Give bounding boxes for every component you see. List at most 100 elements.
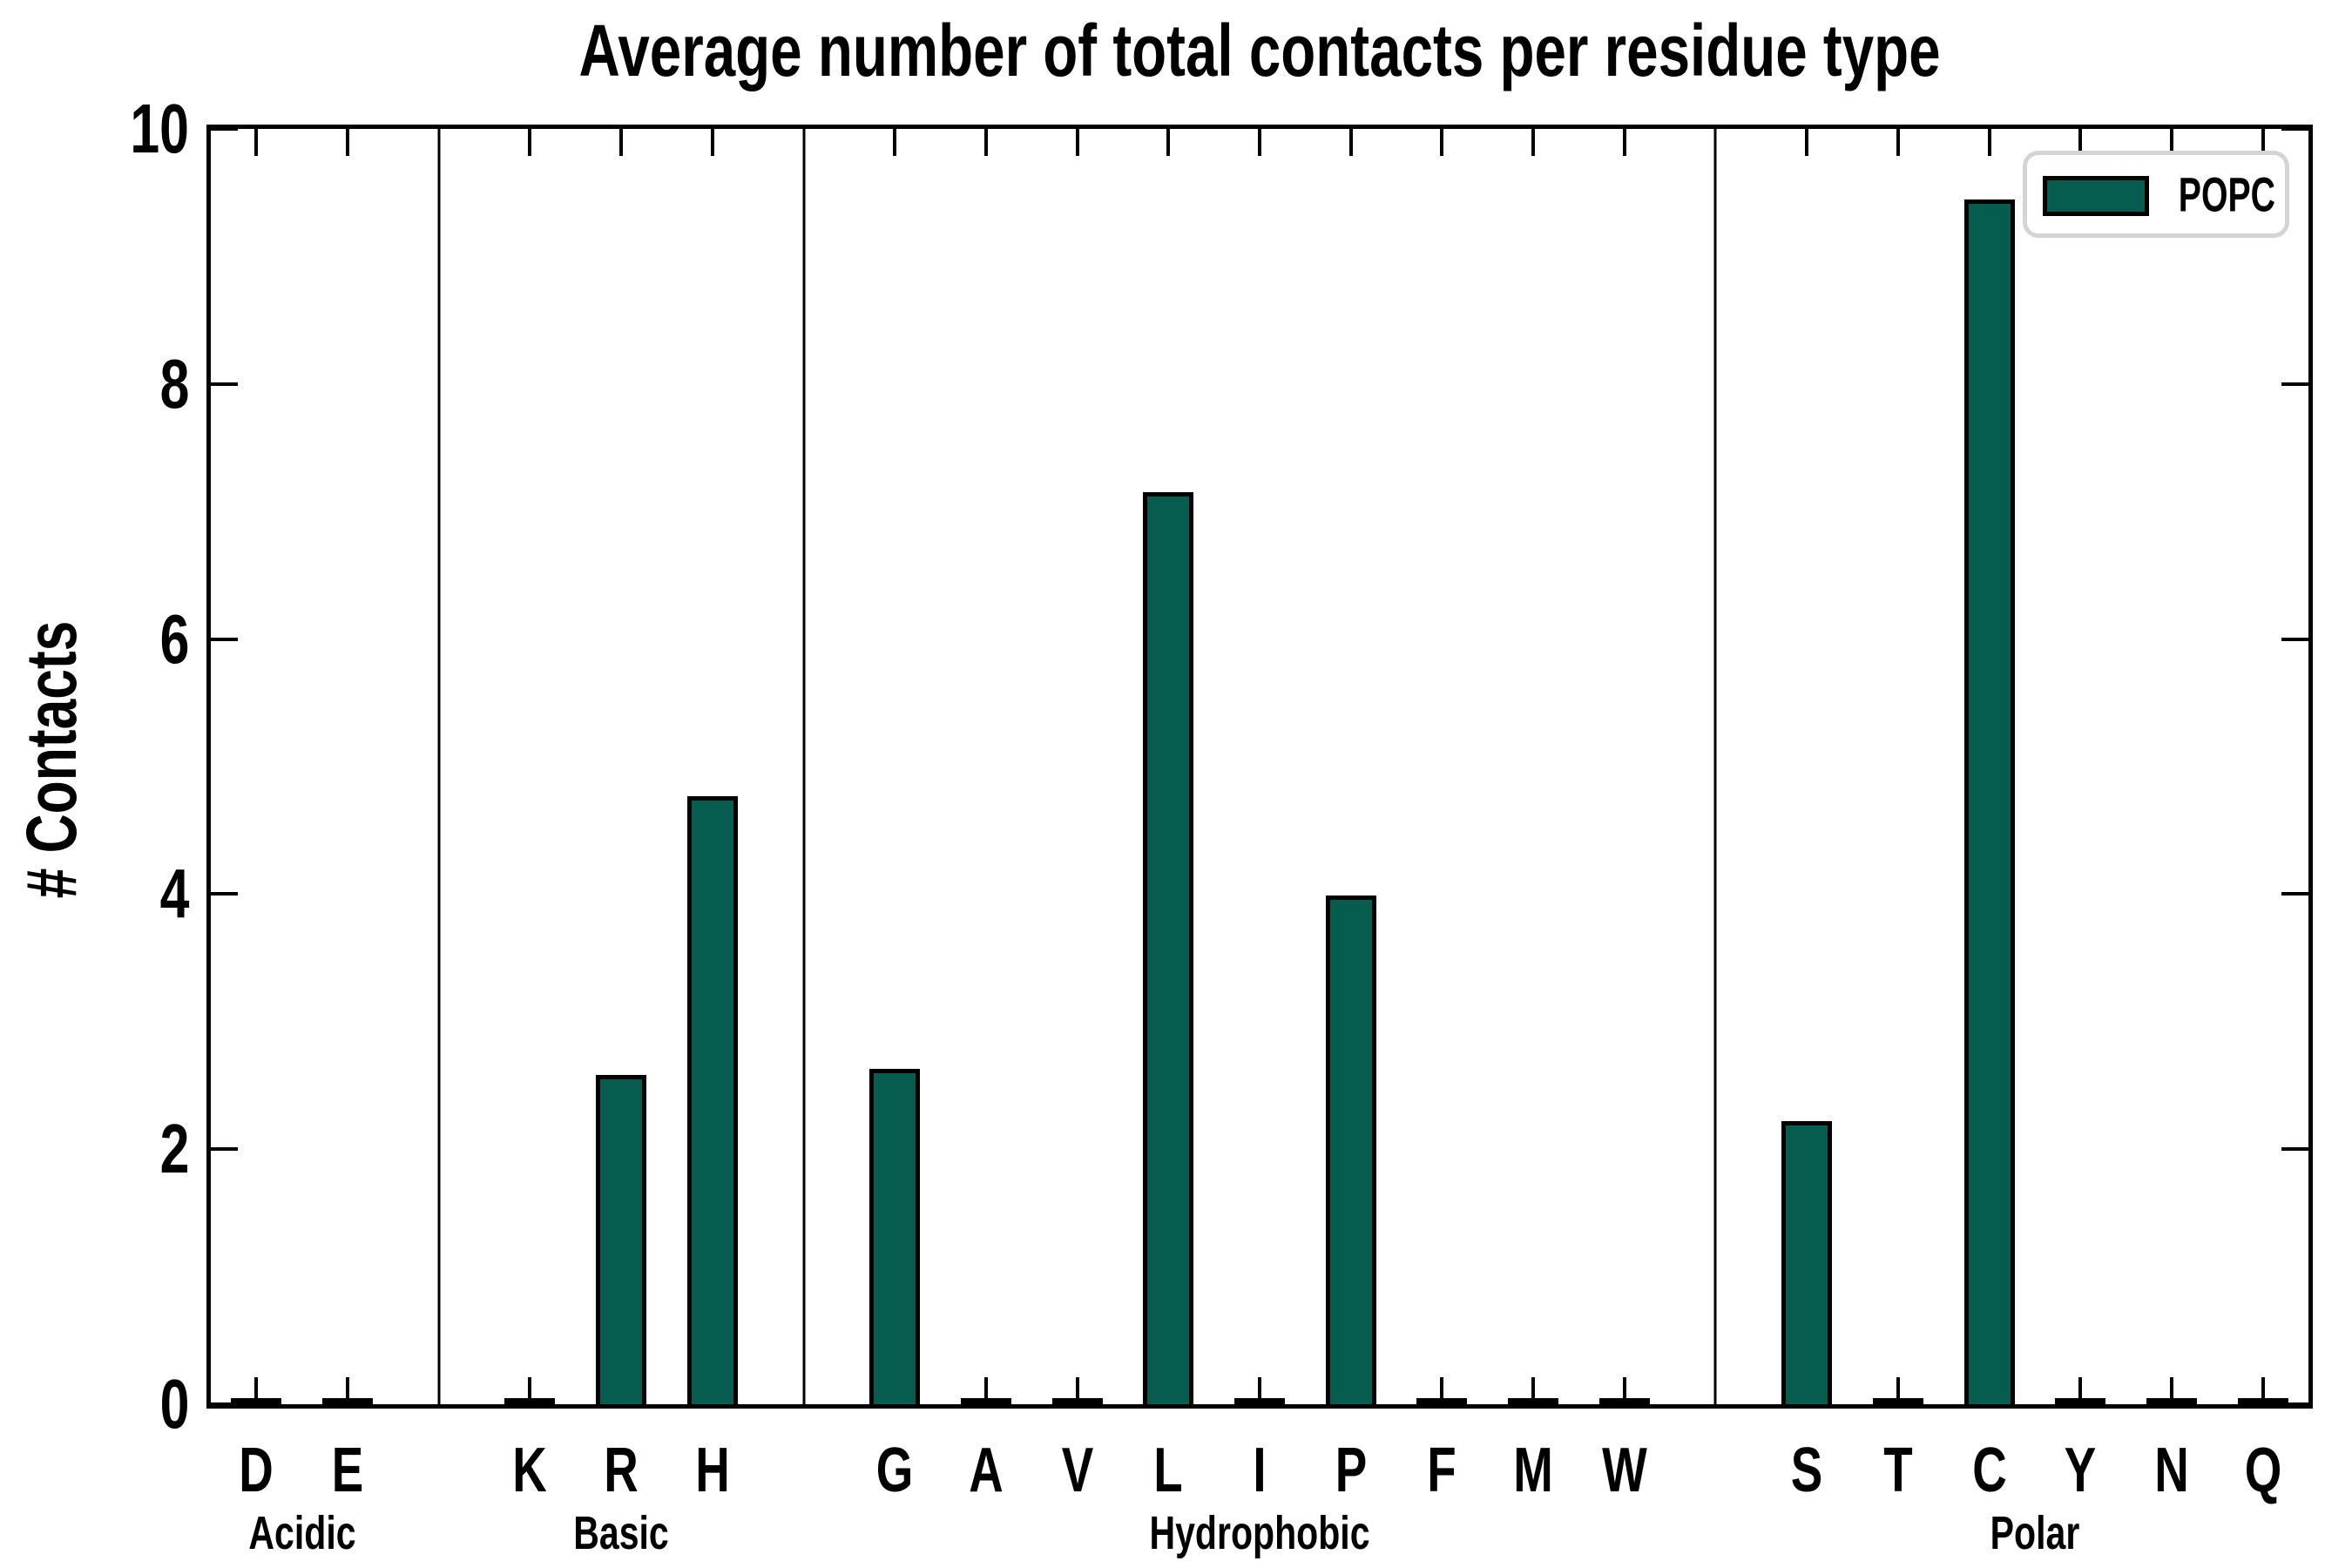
x-tick-label-K: K — [512, 1436, 548, 1505]
y-tick-4-left — [211, 892, 238, 896]
y-tick-2-right — [2281, 1147, 2308, 1152]
x-tick-R — [619, 129, 624, 156]
y-tick-6-right — [2281, 637, 2308, 641]
x-tick-label-Q: Q — [2244, 1436, 2281, 1505]
x-tick-S — [1805, 129, 1809, 156]
bar-R — [596, 1075, 647, 1404]
y-tick-10-right — [2281, 127, 2308, 131]
bar-T — [1872, 1398, 1923, 1404]
y-tick-2-left — [211, 1147, 238, 1152]
x-tick-label-V: V — [1061, 1436, 1093, 1505]
x-tick-L — [1166, 129, 1171, 156]
x-tick-M — [1531, 129, 1536, 156]
plot-area — [206, 125, 2313, 1409]
bar-Q — [2237, 1398, 2288, 1404]
bar-C — [1963, 199, 2015, 1404]
x-tick-F — [1440, 1377, 1444, 1404]
chart-title-text: Average number of total contacts per res… — [578, 10, 1941, 91]
x-tick-I — [1258, 1377, 1261, 1404]
y-tick-label-0: 0 — [159, 1365, 189, 1443]
group-separator-line — [1713, 129, 1717, 1404]
x-tick-label-H: H — [695, 1436, 730, 1505]
x-tick-A — [983, 1377, 988, 1404]
x-tick-D — [254, 1377, 259, 1404]
legend-swatch-popc — [2043, 176, 2149, 216]
x-tick-H — [710, 129, 714, 156]
x-tick-E — [346, 129, 350, 156]
x-tick-P — [1348, 129, 1353, 156]
x-tick-D — [254, 129, 259, 156]
bar-D — [231, 1398, 282, 1404]
x-tick-label-T: T — [1883, 1436, 1913, 1505]
x-tick-label-C: C — [1971, 1436, 2007, 1505]
x-tick-label-S: S — [1790, 1436, 1823, 1505]
x-tick-G — [893, 129, 897, 156]
group-label-polar: Polar — [1990, 1507, 2080, 1559]
bar-G — [869, 1069, 921, 1404]
bar-L — [1143, 492, 1194, 1404]
y-tick-8-right — [2281, 382, 2308, 386]
group-label-acidic: Acidic — [248, 1507, 356, 1559]
bar-F — [1416, 1398, 1468, 1404]
legend-label-text: POPC — [2178, 166, 2275, 222]
x-tick-Y — [2078, 129, 2083, 156]
x-tick-label-E: E — [331, 1436, 364, 1505]
bar-N — [2146, 1398, 2197, 1404]
y-tick-8-left — [211, 382, 238, 386]
x-tick-label-F: F — [1427, 1436, 1457, 1505]
x-tick-label-I: I — [1253, 1436, 1267, 1505]
x-tick-K — [528, 1377, 532, 1404]
x-tick-N — [2169, 129, 2173, 156]
x-tick-label-N: N — [2154, 1436, 2189, 1505]
y-tick-4-right — [2281, 892, 2308, 896]
bar-P — [1325, 896, 1376, 1404]
x-tick-C — [1987, 129, 1991, 156]
x-tick-T — [1896, 129, 1900, 156]
y-tick-label-4: 4 — [159, 855, 189, 933]
x-tick-W — [1622, 129, 1626, 156]
x-tick-label-P: P — [1335, 1436, 1367, 1505]
x-tick-V — [1075, 1377, 1079, 1404]
x-tick-label-W: W — [1601, 1436, 1647, 1505]
x-tick-F — [1440, 129, 1444, 156]
x-tick-M — [1531, 1377, 1536, 1404]
x-tick-I — [1258, 129, 1261, 156]
bar-S — [1781, 1121, 1833, 1404]
x-tick-Q — [2261, 129, 2265, 156]
bar-K — [504, 1398, 556, 1404]
legend-label: POPC — [2158, 166, 2278, 223]
x-tick-A — [983, 129, 988, 156]
x-tick-V — [1075, 129, 1079, 156]
bar-E — [322, 1398, 374, 1404]
x-tick-E — [346, 1377, 350, 1404]
y-tick-label-6: 6 — [159, 599, 189, 678]
y-tick-0-left — [211, 1402, 238, 1406]
group-label-basic: Basic — [573, 1507, 669, 1559]
y-tick-6-left — [211, 637, 238, 641]
group-separator-line — [437, 129, 441, 1404]
x-tick-label-L: L — [1153, 1436, 1184, 1505]
y-tick-label-8: 8 — [159, 344, 189, 422]
x-tick-label-G: G — [875, 1436, 914, 1505]
y-tick-label-2: 2 — [159, 1110, 189, 1188]
bar-A — [960, 1398, 1011, 1404]
bar-Y — [2055, 1398, 2106, 1404]
bar-H — [686, 796, 738, 1404]
x-tick-label-Y: Y — [2064, 1436, 2097, 1505]
x-tick-label-D: D — [239, 1436, 274, 1505]
y-tick-10-left — [211, 127, 238, 131]
bar-M — [1508, 1398, 1559, 1404]
x-tick-Q — [2261, 1377, 2265, 1404]
y-tick-label-10: 10 — [130, 90, 189, 167]
x-tick-T — [1896, 1377, 1900, 1404]
x-tick-label-M: M — [1513, 1436, 1553, 1505]
x-tick-W — [1622, 1377, 1626, 1404]
x-tick-label-A: A — [969, 1436, 1004, 1505]
x-tick-label-R: R — [604, 1436, 639, 1505]
x-tick-Y — [2078, 1377, 2083, 1404]
bar-W — [1598, 1398, 1650, 1404]
chart-title: Average number of total contacts per res… — [206, 9, 2313, 93]
group-label-hydrophobic: Hydrophobic — [1149, 1507, 1370, 1559]
legend-box: POPC — [2023, 151, 2289, 238]
x-tick-N — [2169, 1377, 2173, 1404]
